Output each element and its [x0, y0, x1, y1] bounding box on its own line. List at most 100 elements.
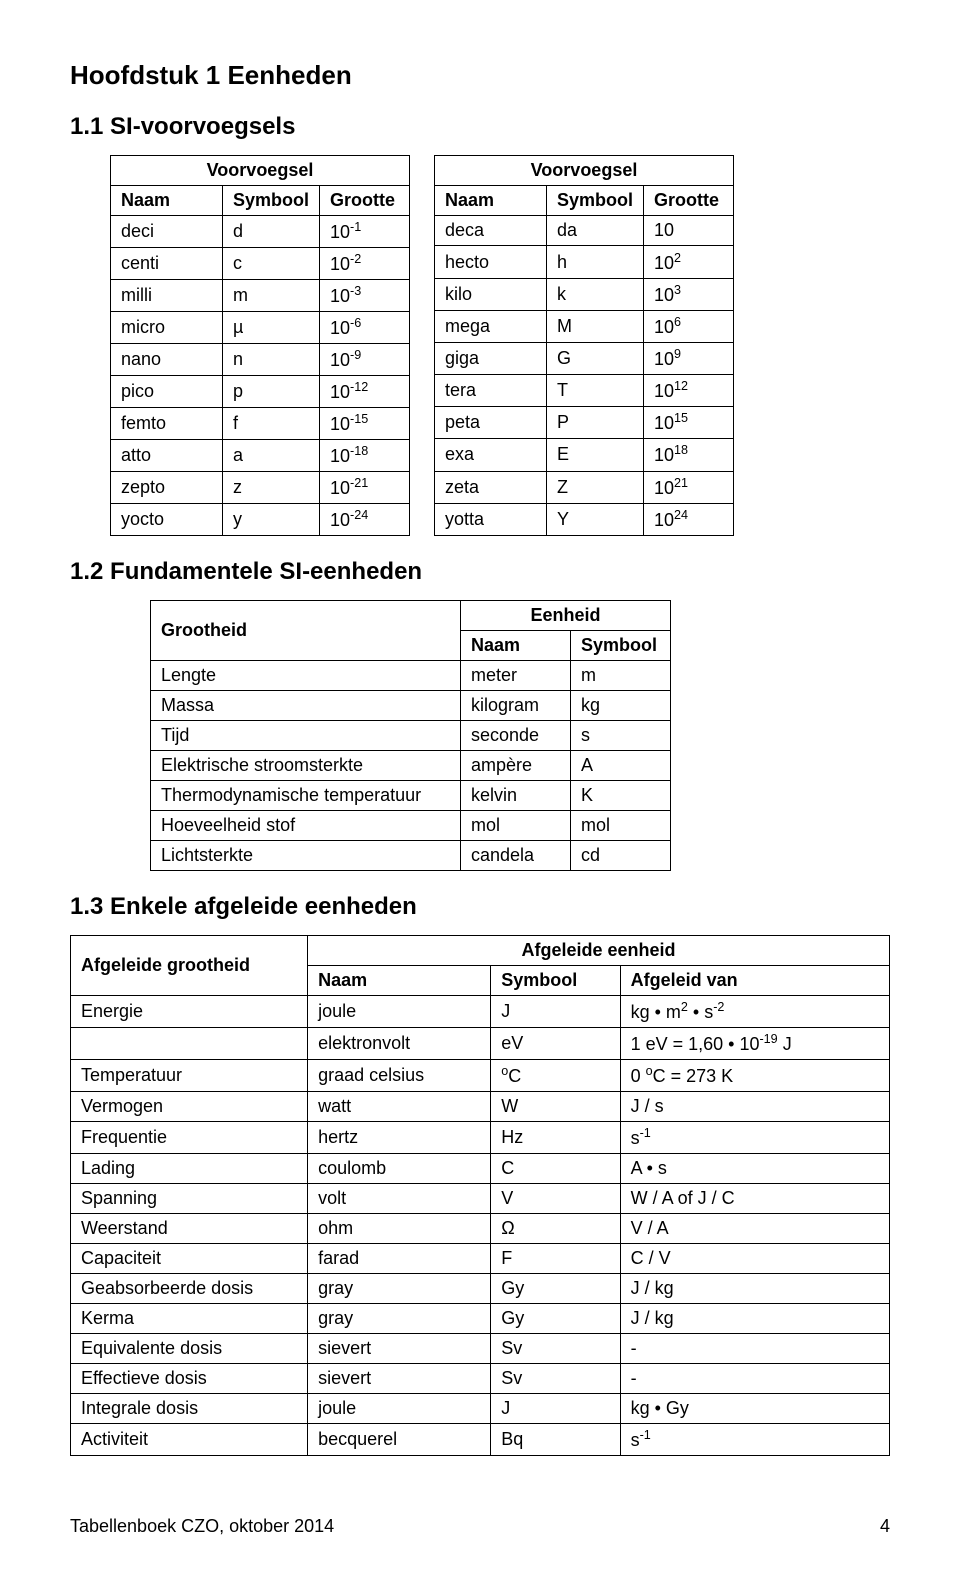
table-row: centic10-2 [111, 248, 410, 280]
cell-grootte: 10-12 [320, 376, 410, 408]
prefix-table-left: Voorvoegsel Naam Symbool Grootte decid10… [110, 155, 410, 536]
cell-sym: Gy [491, 1274, 620, 1304]
fundamental-table: Grootheid Eenheid Naam Symbool Lengtemet… [150, 600, 671, 871]
cell-naam: kilogram [461, 691, 571, 721]
col-symbool: Symbool [546, 186, 643, 216]
cell-sym: eV [491, 1028, 620, 1060]
cell-naam: pico [111, 376, 223, 408]
table-row: femtof10-15 [111, 408, 410, 440]
cell-grootte: 10-21 [320, 472, 410, 504]
table-row: Temperatuurgraad celsiusoC0 oC = 273 K [71, 1060, 890, 1092]
cell-grootte: 10-2 [320, 248, 410, 280]
cell-naam: becquerel [308, 1424, 491, 1456]
cell-naam: coulomb [308, 1154, 491, 1184]
cell-van: A • s [620, 1154, 889, 1184]
cell-grootheid: Temperatuur [71, 1060, 308, 1092]
table-row: EnergiejouleJkg • m2 • s-2 [71, 996, 890, 1028]
table-row: picop10-12 [111, 376, 410, 408]
cell-sym: Hz [491, 1122, 620, 1154]
table-row: CapaciteitfaradFC / V [71, 1244, 890, 1274]
cell-sym: a [222, 440, 319, 472]
table-row: teraT1012 [435, 375, 734, 407]
cell-sym: h [546, 246, 643, 278]
cell-naam: watt [308, 1092, 491, 1122]
footer-right: 4 [880, 1516, 890, 1537]
cell-van: - [620, 1364, 889, 1394]
table-row: elektronvolteV1 eV = 1,60 • 10-19 J [71, 1028, 890, 1060]
cell-sym: F [491, 1244, 620, 1274]
cell-grootheid: Geabsorbeerde dosis [71, 1274, 308, 1304]
cell-naam: meter [461, 661, 571, 691]
cell-naam: zepto [111, 472, 223, 504]
cell-sym: µ [222, 312, 319, 344]
table-row: Thermodynamische temperatuurkelvinK [151, 781, 671, 811]
table-row: millim10-3 [111, 280, 410, 312]
cell-sym: V [491, 1184, 620, 1214]
cell-grootheid: Frequentie [71, 1122, 308, 1154]
page-footer: Tabellenboek CZO, oktober 2014 4 [70, 1516, 890, 1537]
cell-grootheid: Hoeveelheid stof [151, 811, 461, 841]
cell-naam: mol [461, 811, 571, 841]
cell-van: - [620, 1334, 889, 1364]
table-row: megaM106 [435, 310, 734, 342]
cell-grootheid [71, 1028, 308, 1060]
cell-grootte: 10-24 [320, 504, 410, 536]
table-row: hectoh102 [435, 246, 734, 278]
cell-sym: E [546, 439, 643, 471]
cell-naam: elektronvolt [308, 1028, 491, 1060]
cell-grootheid: Integrale dosis [71, 1394, 308, 1424]
section-3-title: 1.3 Enkele afgeleide eenheden [70, 893, 890, 921]
table-row: Lichtsterktecandelacd [151, 841, 671, 871]
cell-naam: deca [435, 216, 547, 246]
table-row: Integrale dosisjouleJkg • Gy [71, 1394, 890, 1424]
cell-sym: J [491, 996, 620, 1028]
cell-van: s-1 [620, 1122, 889, 1154]
prefix-title-right: Voorvoegsel [435, 156, 734, 186]
cell-naam: zeta [435, 471, 547, 503]
col-symbool: Symbool [222, 186, 319, 216]
cell-sym: W [491, 1092, 620, 1122]
cell-sym: Ω [491, 1214, 620, 1244]
cell-van: J / s [620, 1092, 889, 1122]
cell-grootheid: Massa [151, 691, 461, 721]
cell-grootheid: Lichtsterkte [151, 841, 461, 871]
table-header-row: Naam Symbool Grootte [435, 186, 734, 216]
cell-naam: mega [435, 310, 547, 342]
table-header-row: Voorvoegsel [435, 156, 734, 186]
table-row: Effectieve dosissievertSv- [71, 1364, 890, 1394]
cell-grootheid: Elektrische stroomsterkte [151, 751, 461, 781]
cell-grootte: 10-3 [320, 280, 410, 312]
cell-van: J / kg [620, 1304, 889, 1334]
cell-naam: sievert [308, 1334, 491, 1364]
cell-sym: f [222, 408, 319, 440]
table-header-row: Voorvoegsel [111, 156, 410, 186]
section-2-title: 1.2 Fundamentele SI-eenheden [70, 558, 890, 586]
cell-naam: ampère [461, 751, 571, 781]
table-row: Equivalente dosissievertSv- [71, 1334, 890, 1364]
table-row: WeerstandohmΩV / A [71, 1214, 890, 1244]
col-naam: Naam [435, 186, 547, 216]
cell-sym: J [491, 1394, 620, 1424]
cell-naam: tera [435, 375, 547, 407]
cell-naam: yocto [111, 504, 223, 536]
cell-naam: gray [308, 1304, 491, 1334]
cell-naam: giga [435, 342, 547, 374]
cell-van: C / V [620, 1244, 889, 1274]
cell-naam: volt [308, 1184, 491, 1214]
derived-table: Afgeleide grootheid Afgeleide eenheid Na… [70, 935, 890, 1456]
cell-grootte: 102 [644, 246, 734, 278]
cell-naam: seconde [461, 721, 571, 751]
col-grootheid: Grootheid [151, 601, 461, 661]
cell-naam: hecto [435, 246, 547, 278]
col-grootte: Grootte [320, 186, 410, 216]
cell-sym: k [546, 278, 643, 310]
table-row: exaE1018 [435, 439, 734, 471]
cell-grootte: 10-1 [320, 216, 410, 248]
cell-grootte: 10-6 [320, 312, 410, 344]
cell-sym: d [222, 216, 319, 248]
cell-van: J / kg [620, 1274, 889, 1304]
table-row: Geabsorbeerde dosisgrayGyJ / kg [71, 1274, 890, 1304]
cell-sym: mol [571, 811, 671, 841]
cell-sym: Y [546, 503, 643, 535]
col-naam: Naam [461, 631, 571, 661]
